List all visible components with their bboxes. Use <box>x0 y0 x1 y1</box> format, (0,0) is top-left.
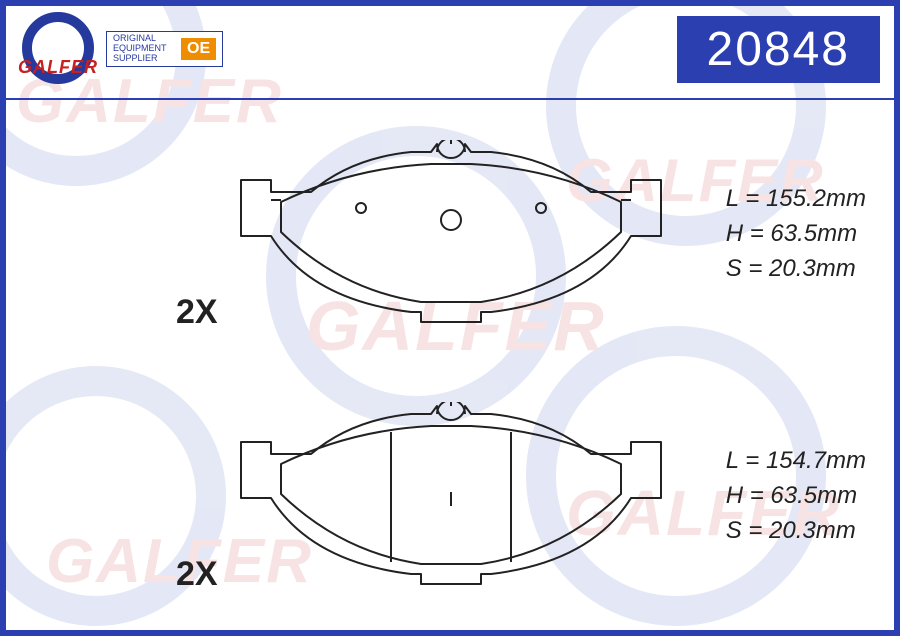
dim-H: H = 63.5mm <box>726 217 866 252</box>
dim-H: H = 63.5mm <box>726 479 866 514</box>
brand-name: GALFER <box>18 57 98 78</box>
oe-supplier-badge: ORIGINAL EQUIPMENT SUPPLIER OE <box>106 31 223 67</box>
dim-S: S = 20.3mm <box>726 252 866 287</box>
dimensions-block-1: L = 155.2mm H = 63.5mm S = 20.3mm <box>726 182 866 286</box>
pad-row-1: 2X <box>6 118 894 368</box>
brake-pad-outline-bottom <box>231 402 671 592</box>
dim-L: L = 155.2mm <box>726 182 866 217</box>
dim-S: S = 20.3mm <box>726 514 866 549</box>
oe-badge: OE <box>181 38 216 60</box>
brand-logo-block: GALFER ORIGINAL EQUIPMENT SUPPLIER OE <box>20 10 223 88</box>
oe-caption: ORIGINAL EQUIPMENT SUPPLIER <box>113 34 175 64</box>
spec-card-frame: GALFER GALFER GALFER GALFER GALFER GALFE… <box>0 0 900 636</box>
pad-row-2: 2X L = 154.7mm <box>6 380 894 630</box>
quantity-label: 2X <box>176 293 218 332</box>
brand-logo-icon: GALFER <box>20 10 98 88</box>
dimensions-block-2: L = 154.7mm H = 63.5mm S = 20.3mm <box>726 444 866 548</box>
header: GALFER ORIGINAL EQUIPMENT SUPPLIER OE 20… <box>6 6 894 92</box>
part-number: 20848 <box>677 16 880 83</box>
quantity-label: 2X <box>176 555 218 594</box>
dim-L: L = 154.7mm <box>726 444 866 479</box>
content-area: 2X <box>6 100 894 630</box>
brake-pad-outline-top <box>231 140 671 330</box>
